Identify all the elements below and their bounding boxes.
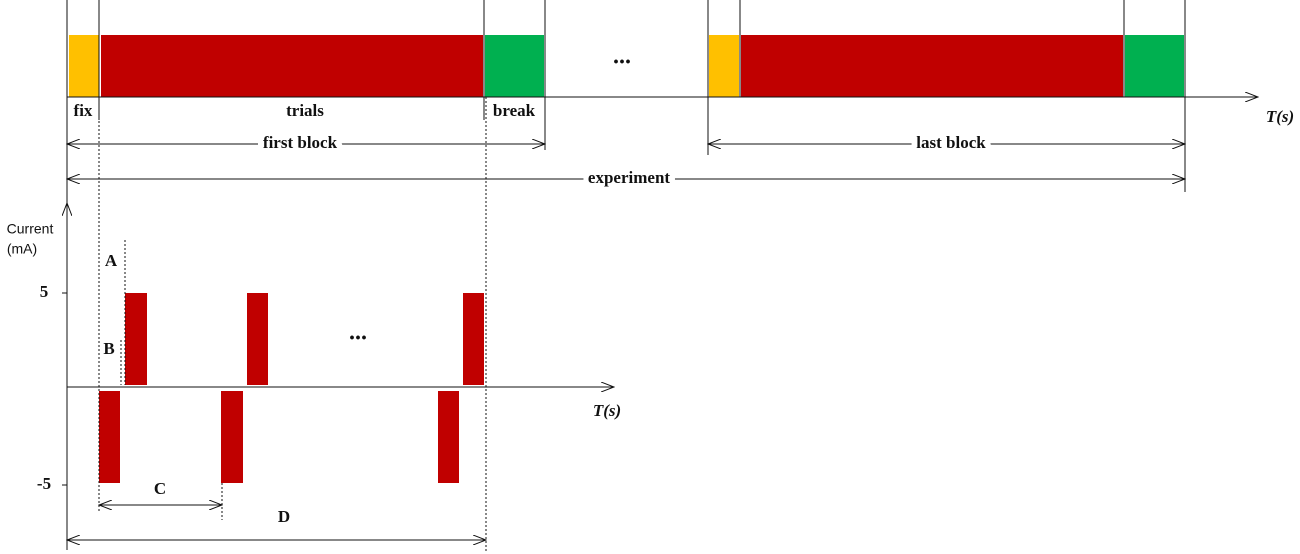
- ellipsis: ...: [613, 44, 631, 70]
- span-label: experiment: [588, 168, 670, 187]
- b-label: B: [103, 339, 114, 358]
- pulse: [247, 293, 268, 385]
- ellipsis: ...: [349, 320, 367, 346]
- d-label: D: [278, 507, 290, 526]
- y-label: Current: [7, 221, 54, 237]
- break-bar: [485, 35, 544, 97]
- pulse: [438, 391, 459, 483]
- fix-bar: [69, 35, 99, 97]
- pulse: [463, 293, 484, 385]
- axis-label: T(s): [1266, 107, 1294, 126]
- current-plot: Current (mA) 5 -5 A B ... T(s) C D: [7, 97, 621, 552]
- span-label: last block: [916, 133, 986, 152]
- axis-label: T(s): [593, 401, 621, 420]
- pulse: [99, 391, 120, 483]
- y-label: (mA): [7, 241, 37, 257]
- c-label: C: [154, 479, 166, 498]
- trials-label: trials: [286, 101, 324, 120]
- span-label: first block: [263, 133, 338, 152]
- fix-label: fix: [74, 101, 93, 120]
- fix-bar: [709, 35, 739, 97]
- pulse: [125, 293, 147, 385]
- break-label: break: [493, 101, 536, 120]
- pulse: [221, 391, 243, 483]
- tick-label: -5: [37, 474, 51, 493]
- trials-bar: [741, 35, 1123, 97]
- trials-bar: [101, 35, 483, 97]
- break-bar: [1125, 35, 1184, 97]
- a-label: A: [105, 251, 118, 270]
- tick-label: 5: [40, 282, 49, 301]
- timeline: fix trials break ... T(s) first block la…: [67, 0, 1294, 550]
